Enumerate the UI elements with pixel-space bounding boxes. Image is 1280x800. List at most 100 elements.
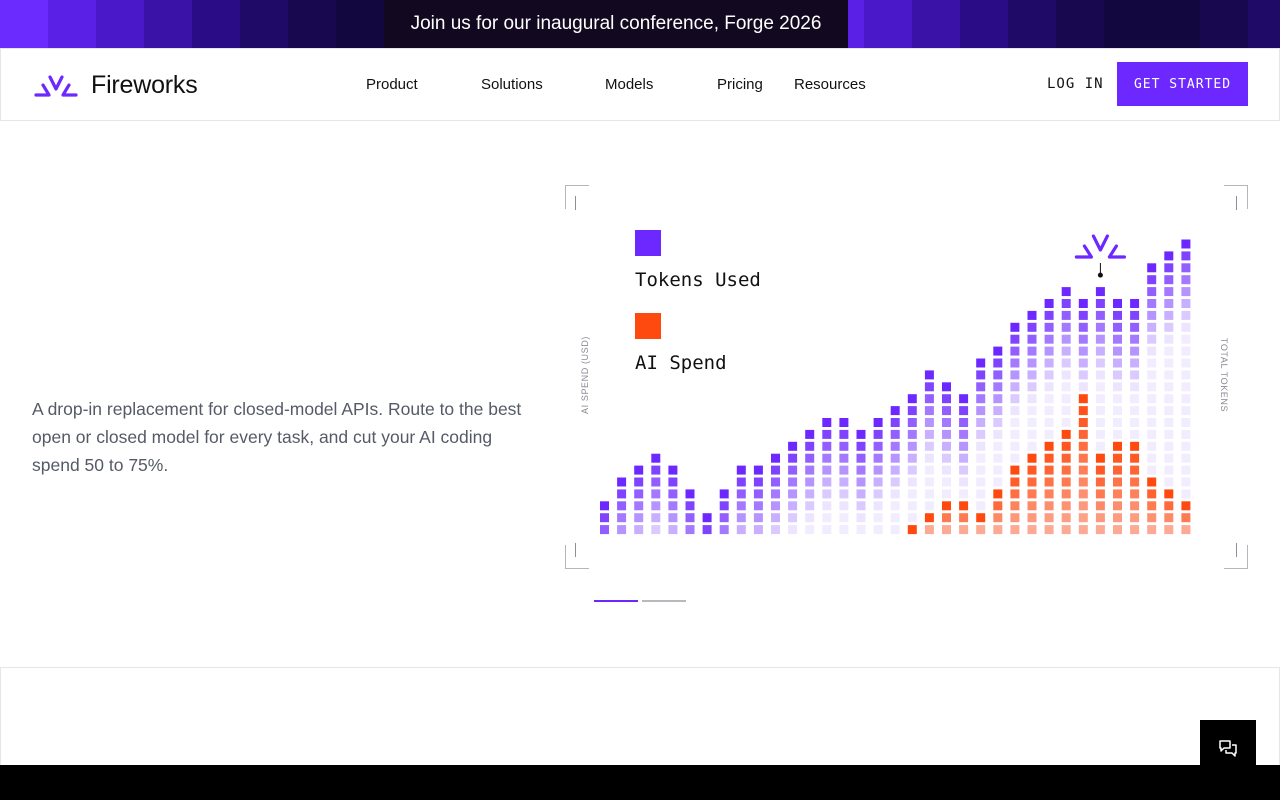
token-cell (942, 477, 951, 487)
token-cell (959, 406, 969, 416)
token-cell (942, 489, 951, 499)
token-cell (890, 501, 900, 511)
nav-solutions[interactable]: Solutions (481, 76, 543, 93)
token-cell (959, 394, 969, 404)
get-started-button[interactable]: GET STARTED (1117, 62, 1248, 106)
token-cell (839, 429, 849, 439)
banner-tile (288, 0, 336, 48)
token-cell (1181, 370, 1191, 380)
token-cell (1078, 299, 1088, 308)
token-cell (1181, 310, 1191, 320)
token-cell (1164, 382, 1174, 392)
token-cell (1044, 418, 1054, 427)
frame-tick (1236, 543, 1237, 557)
token-cell (1095, 418, 1105, 427)
token-cell (959, 429, 969, 439)
token-cell (856, 525, 866, 535)
token-cell (1027, 346, 1037, 356)
token-cell (1147, 275, 1157, 285)
token-cell (1181, 299, 1191, 308)
token-cell (1113, 310, 1122, 320)
chat-button[interactable] (1200, 720, 1256, 776)
carousel-dot[interactable] (594, 600, 638, 602)
token-cell (839, 465, 849, 475)
token-cell (1147, 299, 1157, 308)
banner-tile (1152, 0, 1200, 48)
spend-cell (1078, 429, 1088, 439)
token-cell (1181, 346, 1191, 356)
announcement-link[interactable]: Join us for our inaugural conference, Fo… (384, 0, 848, 48)
token-cell (1130, 322, 1140, 332)
token-cell (788, 453, 798, 463)
token-cell (1027, 418, 1037, 427)
token-cell (685, 525, 695, 535)
token-cell (1181, 251, 1191, 261)
token-cell (1044, 358, 1054, 368)
token-cell (805, 489, 815, 499)
token-cell (976, 370, 986, 380)
token-cell (924, 406, 934, 416)
token-cell (856, 429, 866, 439)
token-cell (1027, 394, 1037, 404)
banner-tile (1008, 0, 1056, 48)
spend-cell (1095, 489, 1105, 499)
chart-plot (600, 234, 1191, 535)
fireworks-logo-icon (34, 74, 78, 97)
token-cell (736, 465, 746, 475)
token-cell (1027, 382, 1037, 392)
spend-cell (1113, 465, 1122, 475)
carousel-dot[interactable] (642, 600, 686, 602)
token-cell (753, 525, 763, 535)
token-cell (907, 465, 917, 475)
spend-cell (1078, 513, 1088, 523)
frame-corner (1224, 545, 1248, 569)
token-cell (839, 418, 849, 427)
token-cell (788, 489, 798, 499)
token-cell (873, 477, 883, 487)
token-cell (942, 406, 951, 416)
spend-cell (1078, 441, 1088, 451)
spend-cell (976, 513, 986, 523)
frame-tick (575, 543, 576, 557)
token-cell (668, 501, 678, 511)
token-cell (942, 465, 951, 475)
token-cell (753, 513, 763, 523)
login-link[interactable]: LOG IN (1047, 76, 1104, 92)
spend-cell (1147, 525, 1157, 535)
token-cell (1164, 263, 1174, 273)
token-cell (805, 441, 815, 451)
token-cell (1095, 287, 1105, 297)
token-cell (1164, 299, 1174, 308)
token-cell (1010, 394, 1020, 404)
token-cell (1061, 334, 1071, 344)
nav-pricing[interactable]: Pricing (717, 76, 763, 93)
token-cell (1061, 406, 1071, 416)
logo[interactable]: Fireworks (33, 71, 198, 100)
token-cell (1095, 394, 1105, 404)
token-cell (1164, 322, 1174, 332)
token-cell (1147, 358, 1157, 368)
token-cell (890, 429, 900, 439)
token-cell (907, 429, 917, 439)
token-cell (805, 453, 815, 463)
banner-tile (0, 0, 48, 48)
token-cell (1164, 418, 1174, 427)
nav-models[interactable]: Models (605, 76, 654, 93)
token-cell (1044, 346, 1054, 356)
token-cell (907, 441, 917, 451)
token-cell (771, 453, 780, 463)
token-cell (976, 465, 986, 475)
nav-product[interactable]: Product (366, 76, 418, 93)
token-cell (634, 513, 644, 523)
token-cell (1010, 370, 1020, 380)
nav-resources[interactable]: Resources (794, 76, 866, 93)
token-cell (1061, 287, 1071, 297)
token-cell (1095, 441, 1105, 451)
token-cell (1095, 429, 1105, 439)
spend-cell (1095, 501, 1105, 511)
token-cell (822, 441, 832, 451)
token-cell (976, 429, 986, 439)
token-cell (890, 465, 900, 475)
token-cell (856, 465, 866, 475)
token-cell (1010, 346, 1020, 356)
